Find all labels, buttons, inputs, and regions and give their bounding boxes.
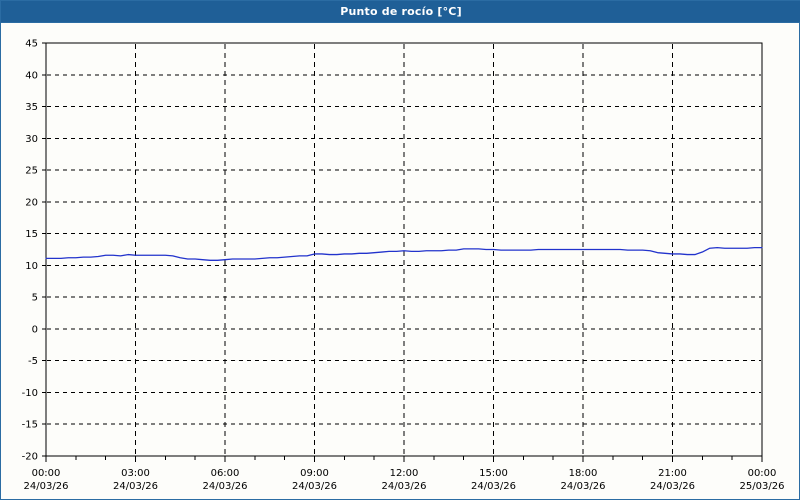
x-axis-ticks xyxy=(45,456,763,462)
series-dew-point xyxy=(45,246,763,261)
y-axis-ticks xyxy=(42,42,46,457)
dew-point-line xyxy=(45,246,763,261)
window-title-bar: Punto de rocío [°C] xyxy=(1,1,800,23)
y-tick-label: -10 xyxy=(22,388,38,399)
x-tick-date-label: 24/03/26 xyxy=(24,481,69,492)
chart-canvas: 45 40 35 30 25 20 15 10 5 0 -5 -10 -15 -20 00:00 24/03… xyxy=(1,24,799,499)
y-tick-label: 45 xyxy=(25,39,38,50)
x-tick-time-label: 00:00 xyxy=(32,468,61,479)
x-tick-date-label: 24/03/26 xyxy=(292,481,337,492)
y-tick-label: 0 xyxy=(32,324,38,335)
y-tick-label: 30 xyxy=(25,134,38,145)
y-tick-label: -20 xyxy=(22,452,38,463)
dew-point-line-chart: 45 40 35 30 25 20 15 10 5 0 -5 -10 -15 -20 00:00 24/03… xyxy=(1,24,799,499)
y-tick-label: -15 xyxy=(22,420,38,431)
y-axis-tick-labels: 45 40 35 30 25 20 15 10 5 0 -5 -10 -15 -20 xyxy=(22,39,38,463)
x-axis-tick-labels: 00:00 24/03/26 03:00 24/03/26 06:00 24/03/26 0… xyxy=(24,468,785,492)
x-tick-time-label: 00:00 xyxy=(748,468,777,479)
page-title: Punto de rocío [°C] xyxy=(340,5,462,18)
plot-background xyxy=(1,24,799,499)
x-tick-time-label: 12:00 xyxy=(390,468,419,479)
x-tick-time-label: 09:00 xyxy=(300,468,329,479)
x-tick-time-label: 18:00 xyxy=(569,468,598,479)
x-tick-date-label: 24/03/26 xyxy=(650,481,695,492)
x-tick-date-label: 24/03/26 xyxy=(203,481,248,492)
x-tick-time-label: 21:00 xyxy=(658,468,687,479)
y-tick-label: 5 xyxy=(32,293,38,304)
x-tick-time-label: 03:00 xyxy=(121,468,150,479)
x-tick-time-label: 15:00 xyxy=(479,468,508,479)
x-tick-date-label: 24/03/26 xyxy=(561,481,606,492)
x-tick-date-label: 24/03/26 xyxy=(382,481,427,492)
y-tick-label: 10 xyxy=(25,261,38,272)
y-tick-label: 20 xyxy=(25,197,38,208)
x-tick-date-label: 24/03/26 xyxy=(471,481,516,492)
y-tick-label: -5 xyxy=(28,356,38,367)
y-tick-label: 40 xyxy=(25,70,38,81)
gridlines xyxy=(47,42,761,455)
x-tick-time-label: 06:00 xyxy=(211,468,240,479)
y-tick-label: 35 xyxy=(25,102,38,113)
x-tick-date-label: 24/03/26 xyxy=(113,481,158,492)
y-tick-label: 25 xyxy=(25,166,38,177)
y-tick-label: 15 xyxy=(25,229,38,240)
x-tick-date-label: 25/03/26 xyxy=(740,481,785,492)
